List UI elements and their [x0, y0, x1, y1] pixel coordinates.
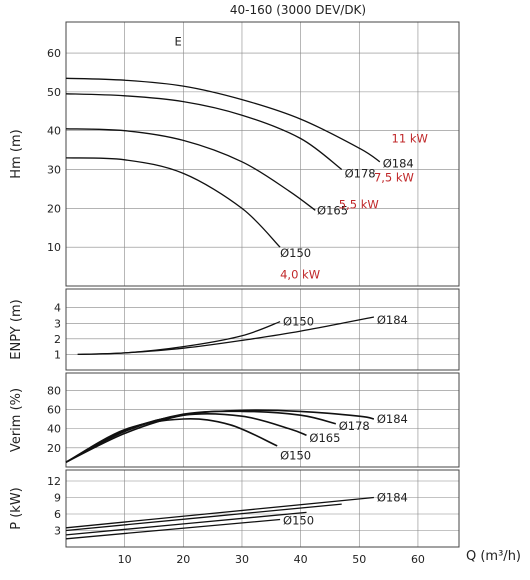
series-line-Ø184: [65, 409, 375, 463]
motor-power-label: 5,5 kW: [339, 197, 379, 211]
x-axis-ticks: 10 20 30 40 50 60: [118, 553, 425, 566]
series-line-Ø178: [65, 503, 342, 532]
y-tick-label: 80: [47, 384, 61, 397]
x-tick-label: 40: [294, 553, 308, 566]
panel-npsh: 1 2 3 4 ENPY (m) Ø150 Ø184: [9, 288, 460, 371]
y-tick-label: 60: [47, 403, 61, 416]
panel-frame: [65, 469, 460, 548]
y-tick-label: 30: [47, 164, 61, 177]
panel-frame: [65, 21, 460, 287]
x-tick-label: 50: [352, 553, 366, 566]
chart-title: 40-160 (3000 DEV/DK): [230, 3, 366, 17]
panel-frame: [65, 372, 460, 468]
series-label: Ø150: [280, 448, 311, 462]
y-tick-label: 50: [47, 86, 61, 99]
series-line-Ø184: [65, 77, 381, 163]
curve-annotation: E: [175, 34, 182, 48]
series-label: Ø184: [377, 412, 408, 426]
y-tick-label: 20: [47, 202, 61, 215]
x-tick-label: 10: [118, 553, 132, 566]
series-label: Ø184: [377, 491, 408, 505]
motor-power-label: 4,0 kW: [280, 267, 320, 281]
series-line-Ø150: [65, 157, 281, 248]
series-line-Ø165: [65, 511, 307, 536]
y-tick-label: 40: [47, 423, 61, 436]
y-axis-label: Hm (m): [9, 129, 24, 178]
x-tick-label: 60: [411, 553, 425, 566]
y-tick-label: 1: [54, 348, 61, 361]
series-line-Ø184: [77, 316, 375, 356]
y-tick-label: 60: [47, 47, 61, 60]
series-line-Ø150: [77, 321, 281, 356]
series-label: Ø150: [283, 514, 314, 528]
series-label: Ø165: [309, 431, 340, 445]
x-tick-label: 20: [176, 553, 190, 566]
x-tick-label: 30: [235, 553, 249, 566]
x-axis-label: Q (m³/h): [466, 549, 521, 564]
y-tick-label: 10: [47, 241, 61, 254]
series-label: Ø184: [377, 313, 408, 327]
y-tick-label: 3: [54, 525, 61, 538]
series-label: Ø184: [383, 157, 414, 171]
y-axis-label: Verim (%): [9, 388, 24, 452]
series-label: Ø178: [345, 166, 376, 180]
series-label: Ø178: [339, 419, 370, 433]
motor-power-label: 7,5 kW: [374, 170, 414, 184]
panel-power: 3 6 9 12 P (kW) Ø184 Ø150: [9, 469, 460, 548]
series-line-Ø165: [65, 128, 316, 211]
series-line-Ø178: [65, 93, 343, 171]
y-tick-label: 20: [47, 442, 61, 455]
y-axis-label: ENPY (m): [9, 299, 24, 359]
series-line-Ø165: [65, 413, 307, 463]
y-tick-label: 3: [54, 317, 61, 330]
series-label: Ø150: [280, 246, 311, 260]
panel-frame: [65, 288, 460, 371]
series-label: Ø150: [283, 315, 314, 329]
y-tick-label: 40: [47, 125, 61, 138]
motor-power-label: 11 kW: [392, 131, 428, 145]
series-line-Ø150: [65, 418, 278, 463]
series-line-Ø184: [65, 496, 374, 529]
series-line-Ø150: [65, 518, 281, 540]
series-label: Ø165: [317, 203, 348, 217]
y-tick-label: 2: [54, 333, 61, 346]
y-tick-label: 12: [47, 475, 61, 488]
panel-head: 10 20 30 40 50 60 Hm (m) Ø184 Ø178 Ø165 Ø150 11 kW 7…: [9, 21, 460, 287]
y-tick-label: 9: [54, 492, 61, 505]
y-tick-label: 6: [54, 508, 61, 521]
y-tick-label: 4: [54, 302, 61, 315]
y-axis-label: P (kW): [9, 487, 24, 530]
